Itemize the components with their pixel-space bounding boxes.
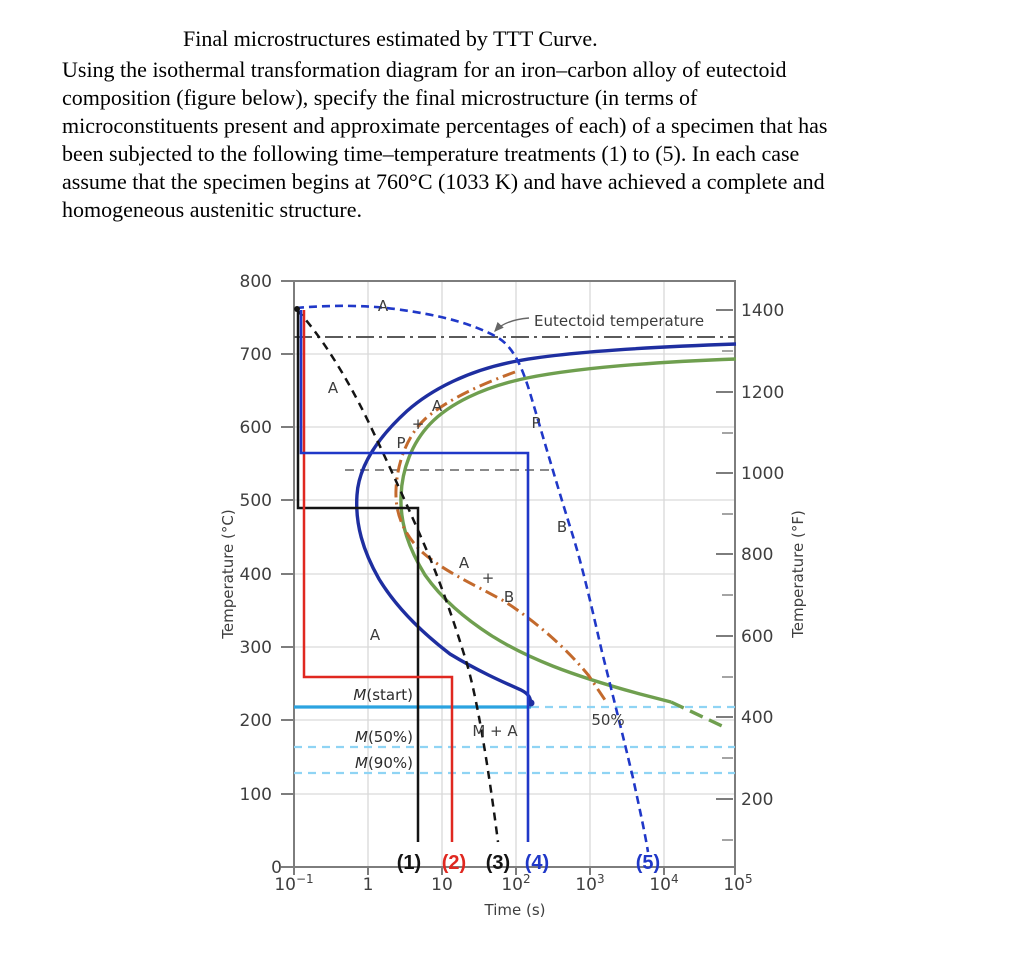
svg-text:200: 200: [741, 790, 773, 810]
treatment-4-path: [299, 310, 530, 842]
end-curve-dashed-tail: [670, 700, 723, 728]
left-axis-ticks: [281, 280, 295, 868]
fifty-percent-curve: [394, 370, 609, 704]
problem-statement-line: been subjected to the following time–tem…: [62, 141, 800, 166]
treatment-2-label: (2): [442, 852, 466, 874]
x-axis-tick-labels: 10−1 1 10 102 103 104 105: [274, 872, 752, 895]
treatment-2-path: [302, 310, 454, 842]
svg-text:800: 800: [240, 272, 272, 292]
svg-text:1000: 1000: [741, 464, 784, 484]
svg-text:1400: 1400: [741, 301, 784, 321]
treatment-3-label: (3): [486, 852, 510, 874]
problem-statement-line: composition (figure below), specify the …: [62, 85, 698, 110]
svg-text:500: 500: [240, 491, 272, 511]
austenite-label-lower: A: [370, 626, 381, 644]
svg-text:700: 700: [240, 345, 272, 365]
svg-text:300: 300: [240, 638, 272, 658]
svg-text:800: 800: [741, 545, 773, 565]
treatment-1-label: (1): [397, 852, 421, 874]
svg-text:P: P: [396, 434, 405, 452]
austenite-label-left: A: [328, 379, 339, 397]
svg-text:0: 0: [271, 858, 282, 878]
svg-text:600: 600: [240, 418, 272, 438]
svg-text:1: 1: [363, 875, 374, 895]
svg-text:200: 200: [240, 711, 272, 731]
eutectoid-label: Eutectoid temperature: [534, 312, 704, 330]
svg-text:A: A: [432, 397, 443, 415]
austenite-label-top: A: [378, 297, 389, 315]
gridlines: [294, 281, 735, 867]
treatment-5-path: [295, 304, 650, 853]
svg-text:+: +: [482, 569, 495, 587]
martensite-austenite-label: M + A: [472, 722, 518, 740]
problem-statement-line: homogeneous austenitic structure.: [62, 197, 362, 222]
austenite-pearlite-label: A + P: [396, 397, 442, 452]
svg-text:102: 102: [501, 872, 530, 895]
svg-text:400: 400: [240, 565, 272, 585]
problem-statement-line: microconstituents present and approximat…: [62, 113, 828, 138]
fifty-percent-label: 50%: [591, 711, 624, 729]
end-curve: [399, 357, 737, 704]
left-axis-tick-labels: 800 700 600 500 400 300 200 100 0: [240, 272, 282, 878]
x-axis-title: Time (s): [484, 901, 546, 919]
right-axis-tick-labels: 1400 1200 1000 800 600 400 200: [741, 301, 784, 810]
svg-text:104: 104: [649, 872, 678, 895]
svg-text:105: 105: [723, 872, 752, 895]
pearlite-label: P: [531, 414, 540, 432]
problem-title: Final microstructures estimated by TTT C…: [183, 26, 598, 51]
right-axis-ticks: [716, 309, 733, 841]
svg-text:100: 100: [240, 785, 272, 805]
svg-text:10−1: 10−1: [274, 872, 313, 895]
bainite-label: B: [557, 518, 567, 536]
start-curve: [354, 342, 737, 707]
left-axis-title: Temperature (°C): [219, 509, 237, 639]
treatment-1-path: [296, 310, 420, 842]
treatment-3-path: [296, 309, 500, 843]
problem-statement: Using the isothermal transformation diag…: [62, 56, 982, 224]
problem-statement-line: Using the isothermal transformation diag…: [62, 57, 787, 82]
austenite-bainite-label: A + B: [459, 554, 514, 606]
svg-text:1200: 1200: [741, 383, 784, 403]
bottom-axis-ticks: [293, 867, 736, 875]
svg-text:600: 600: [741, 627, 773, 647]
treatment-5-label: (5): [636, 852, 660, 874]
svg-text:103: 103: [575, 872, 604, 895]
m-90-label: M(90%): [355, 754, 413, 772]
problem-statement-line: assume that the specimen begins at 760°C…: [62, 169, 825, 194]
svg-text:10: 10: [431, 875, 453, 895]
eutectoid-arrow: [494, 317, 530, 333]
m-start-label: M(start): [353, 686, 413, 704]
treatment-4-label: (4): [525, 852, 549, 874]
right-axis-title: Temperature (°F): [789, 510, 807, 639]
svg-text:A: A: [459, 554, 470, 572]
svg-text:+: +: [412, 415, 425, 433]
m-50-label: M(50%): [355, 728, 413, 746]
svg-text:B: B: [504, 588, 514, 606]
svg-text:400: 400: [741, 708, 773, 728]
treatments-start-point: [294, 306, 300, 312]
